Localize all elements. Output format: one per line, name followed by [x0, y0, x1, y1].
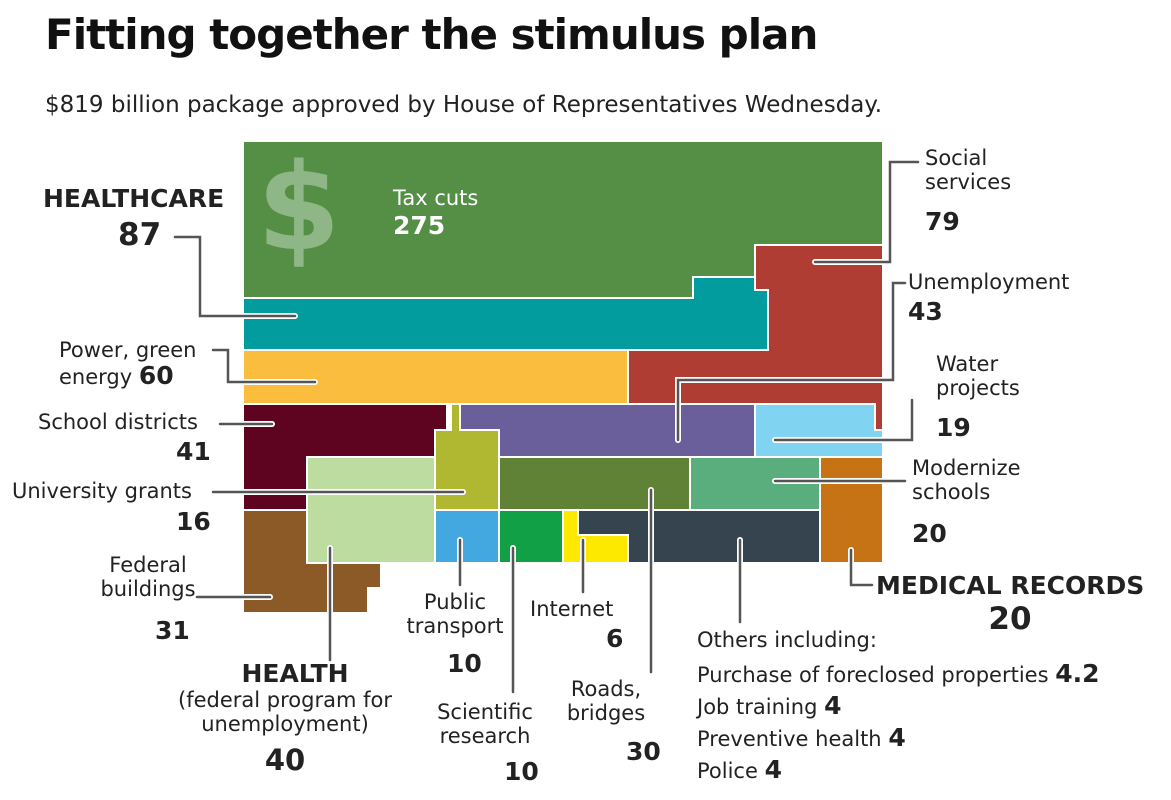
others-item-label: Police [697, 759, 758, 783]
others-item-2: Preventive health 4 [697, 723, 906, 753]
value-water: 19 [936, 413, 971, 442]
leader-line [676, 281, 907, 442]
block-roads [498, 456, 691, 511]
label-power: Power, green energy 60 [59, 338, 197, 391]
label-university: University grants [12, 479, 192, 503]
block-health [306, 456, 436, 564]
others-item-label: Job training [697, 695, 818, 719]
label-internet: Internet [530, 597, 614, 621]
value-transport: 10 [447, 649, 482, 678]
value-federal: 31 [155, 616, 190, 645]
value-university: 16 [176, 507, 211, 536]
others-item-value: 4.2 [1055, 659, 1100, 688]
block-transport [434, 509, 500, 564]
others-item-value: 4 [764, 755, 782, 784]
block-federal [242, 509, 382, 614]
label-school: School districts [38, 410, 198, 434]
value-healthcare: 87 [118, 217, 162, 253]
value-school: 41 [176, 437, 211, 466]
others-item-value: 4 [824, 691, 842, 720]
others-item-3: Police 4 [697, 755, 782, 785]
value-tax: 275 [393, 211, 446, 240]
value-roads: 30 [626, 737, 661, 766]
label-healthcare: HEALTHCARE [43, 184, 225, 213]
label-unemployment: Unemployment [908, 270, 1070, 294]
label-social: Social services [925, 146, 1012, 195]
leader-line [211, 348, 317, 384]
value-unemployment: 43 [908, 297, 943, 326]
value-health: 40 [264, 743, 306, 777]
value-science: 10 [504, 757, 539, 786]
block-unemployment [459, 403, 756, 458]
block-science [498, 509, 564, 564]
others-item-label: Preventive health [697, 727, 882, 751]
others-item-label: Purchase of foreclosed properties [697, 663, 1049, 687]
dollar-icon: $ [257, 139, 341, 278]
subtitle: $819 billion package approved by House o… [45, 92, 883, 118]
label-federal: Federal buildings [100, 553, 196, 602]
value-medical: 20 [988, 601, 1032, 637]
value-modernize: 20 [912, 519, 947, 548]
value-power: 60 [138, 361, 174, 391]
label-transport: Public transport [406, 590, 504, 639]
block-others [577, 509, 821, 564]
leader-line [813, 160, 920, 264]
others-item-1: Job training 4 [697, 691, 842, 721]
label-science: Scientific research [437, 700, 533, 749]
label-modernize: Modernize schools [912, 456, 1021, 505]
leader-line [849, 548, 874, 587]
label-roads: Roads, bridges [566, 677, 646, 726]
others-item-value: 4 [888, 723, 906, 752]
value-internet: 6 [606, 624, 624, 653]
label-tax: Tax cuts [393, 186, 479, 210]
label-medical: MEDICAL RECORDS [876, 571, 1145, 600]
page-title: Fitting together the stimulus plan [45, 10, 818, 59]
block-water [754, 403, 884, 458]
label-others: Others including: [697, 628, 877, 652]
leader-line [773, 398, 914, 442]
label-water: Water projects [936, 352, 1020, 401]
label-health: HEALTH [241, 659, 349, 688]
value-social: 79 [925, 207, 960, 236]
block-power [242, 349, 629, 405]
health-sublabel: (federal program for unemployment) [178, 688, 392, 737]
leader-line [173, 235, 297, 318]
others-item-0: Purchase of foreclosed properties 4.2 [697, 659, 1100, 689]
